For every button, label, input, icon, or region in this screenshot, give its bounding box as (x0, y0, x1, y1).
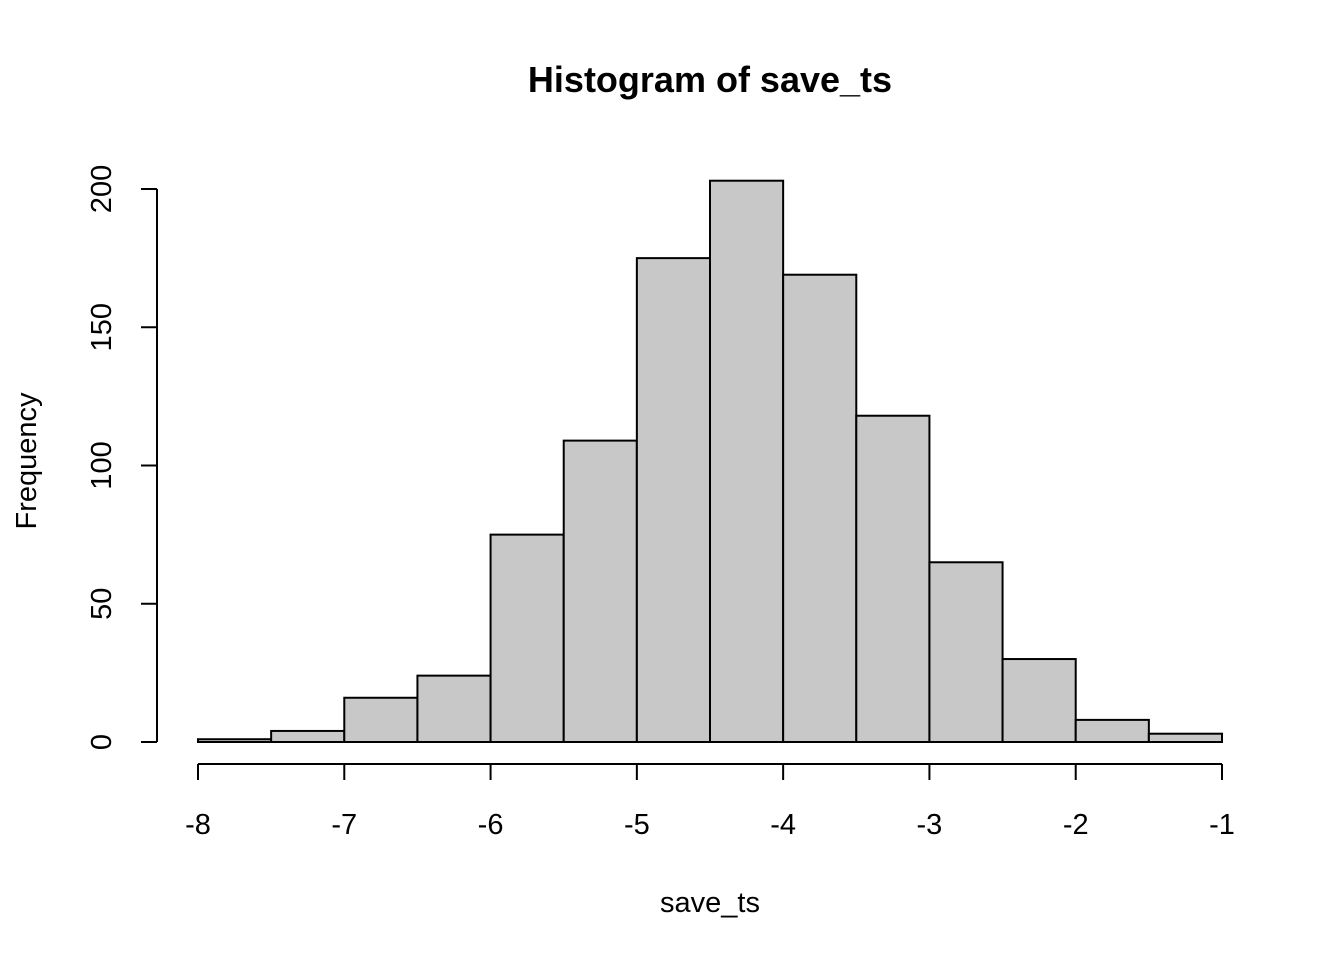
y-tick-label: 100 (86, 441, 118, 489)
x-tick-label: -6 (478, 809, 504, 841)
histogram-bar (635, 257, 711, 743)
histogram-bar (1001, 658, 1077, 743)
histogram-bar (1074, 718, 1150, 744)
histogram-bar (562, 439, 638, 743)
x-tick-label: -4 (770, 809, 796, 841)
chart-title: Histogram of save_ts (528, 59, 892, 100)
x-tick-label: -7 (331, 809, 357, 841)
histogram-bar (197, 738, 273, 743)
y-axis: 0 50 100 150 200 (86, 165, 158, 750)
y-tick-label: 50 (86, 588, 118, 620)
x-tick-label: -3 (917, 809, 943, 841)
histogram-bar (416, 674, 492, 744)
histogram-bar (489, 533, 565, 743)
x-axis: -8 -7 -6 -5 -4 -3 -2 -1 (185, 763, 1235, 841)
histogram-bar (928, 561, 1004, 744)
x-tick-label: -8 (185, 809, 211, 841)
histogram-bar (782, 273, 858, 743)
histogram-bar (270, 729, 346, 744)
x-tick-label: -5 (624, 809, 650, 841)
x-tick-label: -2 (1063, 809, 1089, 841)
histogram-bar (1147, 732, 1224, 744)
y-tick-label: 0 (86, 734, 118, 750)
x-tick-label: -1 (1209, 809, 1235, 841)
y-tick-label: 150 (86, 303, 118, 351)
y-axis-title: Frequency (11, 392, 43, 530)
y-tick-label: 200 (86, 165, 118, 213)
histogram-bar (855, 414, 931, 743)
histogram-bars (197, 179, 1224, 744)
histogram-bar (343, 696, 419, 744)
histogram-bar (709, 179, 785, 743)
x-axis-title: save_ts (660, 887, 760, 919)
